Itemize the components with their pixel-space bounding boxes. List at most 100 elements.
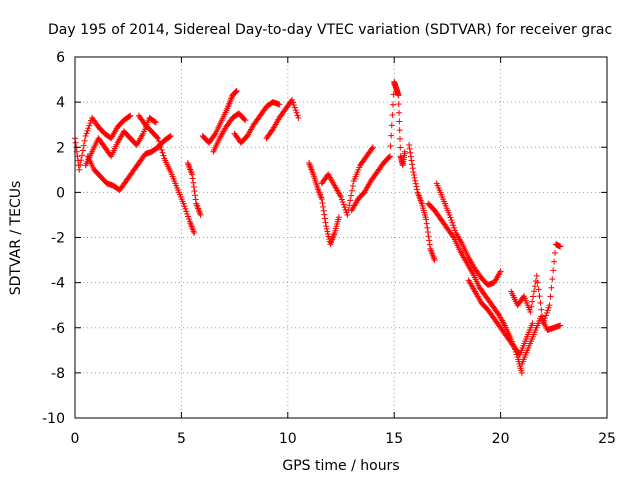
data-point (154, 134, 161, 141)
data-point (389, 101, 396, 108)
data-point (340, 201, 347, 208)
data-point (322, 219, 329, 226)
data-point (242, 117, 249, 124)
data-point (548, 284, 555, 291)
data-point (157, 143, 164, 150)
data-point (154, 135, 161, 142)
data-point (241, 116, 248, 123)
data-point (295, 114, 302, 121)
x-tick-label: 10 (279, 431, 297, 447)
data-point (87, 120, 94, 127)
y-tick-label: 6 (56, 50, 65, 66)
y-tick-label: -8 (51, 366, 65, 382)
data-point (348, 192, 355, 199)
data-point (185, 213, 192, 220)
data-point (547, 293, 554, 300)
data-point (406, 141, 413, 148)
x-tick-label: 15 (385, 431, 403, 447)
axis-ticks (74, 56, 608, 419)
data-point (79, 147, 86, 154)
data-point (324, 228, 331, 235)
y-tick-label: 0 (56, 185, 65, 201)
data-point (76, 166, 83, 173)
data-point (159, 149, 166, 156)
data-point (545, 304, 552, 311)
data-point (388, 132, 395, 139)
data-point (531, 288, 538, 295)
data-point (160, 152, 167, 159)
data-point (533, 272, 540, 279)
data-point (407, 153, 414, 160)
data-point (528, 303, 535, 310)
data-point (424, 229, 431, 236)
data-point (82, 132, 89, 139)
data-point (189, 175, 196, 182)
data-point (396, 127, 403, 134)
data-point (527, 308, 534, 315)
data-point (232, 89, 239, 96)
data-point (557, 243, 564, 250)
data-point (292, 107, 299, 114)
data-point (396, 135, 403, 142)
data-point (181, 203, 188, 210)
data-point (395, 101, 402, 108)
data-point (233, 87, 240, 94)
data-point (537, 299, 544, 306)
data-point (410, 171, 417, 178)
data-point (290, 102, 297, 109)
data-point (423, 216, 430, 223)
data-point (192, 196, 199, 203)
data-point (534, 279, 541, 286)
data-point (412, 180, 419, 187)
data-point (155, 138, 162, 145)
data-point (86, 122, 93, 129)
data-point (529, 298, 536, 305)
data-point (289, 99, 296, 106)
data-point (395, 92, 402, 99)
data-point (339, 199, 346, 206)
data-point (183, 208, 190, 215)
data-point (320, 203, 327, 210)
data-point (83, 130, 90, 137)
data-point (408, 157, 415, 164)
data-point (431, 257, 438, 264)
y-tick-label: -2 (51, 231, 65, 247)
data-point (78, 152, 85, 159)
data-point (552, 249, 559, 256)
y-tick-label: 4 (56, 95, 65, 111)
data-points (72, 78, 564, 376)
data-point (518, 369, 525, 376)
data-point (388, 122, 395, 129)
data-point (426, 241, 433, 248)
data-point (409, 165, 416, 172)
data-point (347, 197, 354, 204)
data-point (348, 187, 355, 194)
data-point (84, 127, 91, 134)
data-point (544, 307, 551, 314)
data-point (335, 214, 342, 221)
data-point (166, 133, 173, 140)
data-point (186, 216, 192, 223)
data-point (407, 149, 414, 156)
data-point (191, 188, 198, 195)
data-point (319, 200, 326, 207)
data-point (497, 268, 504, 275)
data-point (323, 223, 330, 230)
x-tick-label: 20 (492, 431, 510, 447)
data-point (211, 132, 218, 139)
y-tick-labels: -10 -8 -6 -4 -2 0 2 4 6 (42, 50, 65, 427)
data-point (549, 276, 556, 283)
x-tick-labels: 0 5 10 15 20 25 (71, 431, 616, 447)
data-point (233, 88, 240, 95)
data-point (410, 169, 417, 176)
y-tick-label: -10 (42, 411, 65, 427)
data-point (451, 224, 458, 231)
data-point (557, 322, 564, 329)
data-point (72, 139, 79, 146)
data-point (389, 112, 396, 119)
data-point (414, 186, 420, 193)
data-point (191, 229, 198, 236)
data-point (346, 202, 353, 209)
data-point (369, 144, 376, 151)
